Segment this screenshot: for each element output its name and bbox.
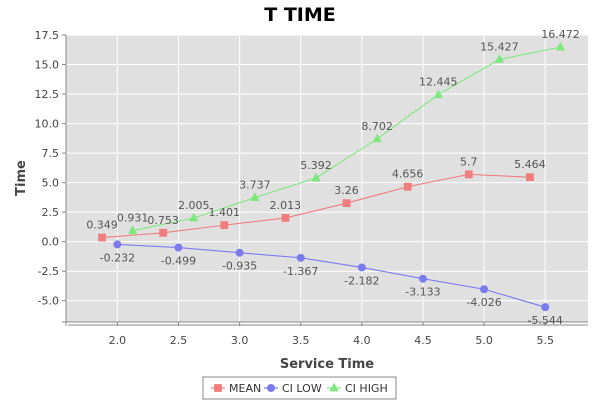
ci-high-point-triangle [433,89,443,99]
legend-item-ci-low: CI LOW [264,382,322,395]
ci-low-point-circle [418,274,427,283]
data-label-mean: 2.013 [270,199,302,212]
legend: MEAN CI LOW CI HIGH [202,376,397,400]
x-tick-label: 4.0 [353,334,371,347]
y-tick-label: 15.0 [35,59,60,72]
legend-mean-point-square [214,384,222,392]
y-axis-label: Time [14,160,29,196]
ci-high-point-triangle [127,225,138,235]
data-label-mean: 0.349 [86,219,118,232]
ci-low-point-circle [113,240,122,249]
y-tick-label: 5.0 [42,177,60,190]
series-layer [98,41,566,312]
data-label-ci-high: 16.472 [541,28,580,41]
series-line-ci-high [132,46,561,232]
data-label-ci-high: 2.005 [178,199,210,212]
series-line-mean [102,173,530,239]
ci-high-point-triangle [189,212,199,222]
y-tick-label: -2.5 [38,265,59,278]
mean-point-square [464,170,473,179]
legend-item-ci-high: CI HIGH [327,382,388,395]
mean-point-square [159,228,168,237]
legend-label-mean: MEAN [229,382,261,395]
ci-low-point-circle [480,285,489,294]
series-line-ci-low [117,243,546,308]
data-label-ci-high: 8.702 [361,120,393,133]
data-label-ci-high: 3.737 [239,179,271,192]
data-label-ci-high: 5.392 [300,159,332,172]
x-tick-label: 4.5 [414,334,432,347]
y-tick-label: 2.5 [42,206,60,219]
y-tick-label: 7.5 [42,147,60,160]
data-label-ci-low: -4.026 [466,296,501,309]
y-tick-label: 0.0 [42,236,60,249]
ci-high-point-triangle [555,41,566,51]
ci-high-point-triangle [311,172,321,182]
plot-area [66,35,588,322]
x-tick-label: 2.5 [170,334,188,347]
legend-ci-low-point-circle [266,383,275,392]
data-label-ci-high: 15.427 [480,40,519,53]
x-tick-label: 5.0 [475,334,493,347]
data-label-mean: 1.401 [209,206,241,219]
mean-point-square [342,199,351,208]
data-label-ci-low: -0.499 [161,255,196,268]
grid-lines [66,34,588,322]
ci-low-point-circle [174,243,183,252]
data-label-mean: 5.464 [514,158,546,171]
legend-box [202,376,397,400]
legend-label-ci-low: CI LOW [282,382,322,395]
ci-high-point-triangle [494,54,505,63]
x-axis: 2.0 2.5 3.0 3.5 4.0 4.5 5.0 5.5 [62,321,588,347]
data-label-ci-high: 12.445 [419,76,458,89]
legend-label-ci-high: CI HIGH [345,382,388,395]
data-label-mean: 5.7 [460,155,478,168]
data-label-mean: 0.753 [147,214,179,227]
y-axis: 17.5 15.0 12.5 10.0 7.5 5.0 2.5 0.0 -2.5 -5.0 [35,29,67,326]
series-ci-high [127,41,566,235]
y-tick-label: 12.5 [35,88,60,101]
x-axis-label: Service Time [280,357,374,372]
data-label-mean: 4.656 [392,168,424,181]
data-label-ci-low: -0.232 [100,251,135,264]
data-label-ci-low: -2.182 [344,274,379,287]
y-tick-label: 17.5 [35,29,60,42]
y-tick-label: -5.0 [38,295,59,308]
data-label-ci-low: -5.544 [527,314,562,327]
data-label-ci-low: -1.367 [283,265,318,278]
ci-low-point-circle [296,253,305,262]
data-label-ci-low: -0.935 [222,260,257,273]
legend-item-mean: MEAN [211,382,261,395]
mean-point-square [220,221,229,230]
ci-low-point-circle [357,263,366,272]
mean-point-square [403,182,412,191]
ci-high-point-triangle [250,192,260,201]
y-tick-label: 10.0 [35,118,60,131]
data-label-ci-low: -3.133 [405,286,440,299]
ci-low-point-circle [541,303,550,312]
x-tick-label: 2.0 [109,334,127,347]
series-ci-low [113,240,550,312]
data-label-mean: 3.26 [334,184,359,197]
series-mean [98,170,534,242]
ci-high-point-triangle [372,133,382,143]
mean-point-square [98,233,106,242]
x-tick-label: 3.5 [292,334,310,347]
data-label-ci-high: 0.931 [117,212,149,225]
x-tick-label: 5.5 [536,334,554,347]
chart-title: T TIME [264,4,336,26]
mean-point-square [281,214,290,222]
mean-point-square [526,173,534,182]
legend-ci-high-point-triangle [329,382,339,392]
x-tick-label: 3.0 [231,334,249,347]
data-labels-layer: 0.349 0.753 1.401 2.013 3.26 4.656 5.7 5.464 -0.… [86,28,579,327]
ci-low-point-circle [235,248,244,257]
